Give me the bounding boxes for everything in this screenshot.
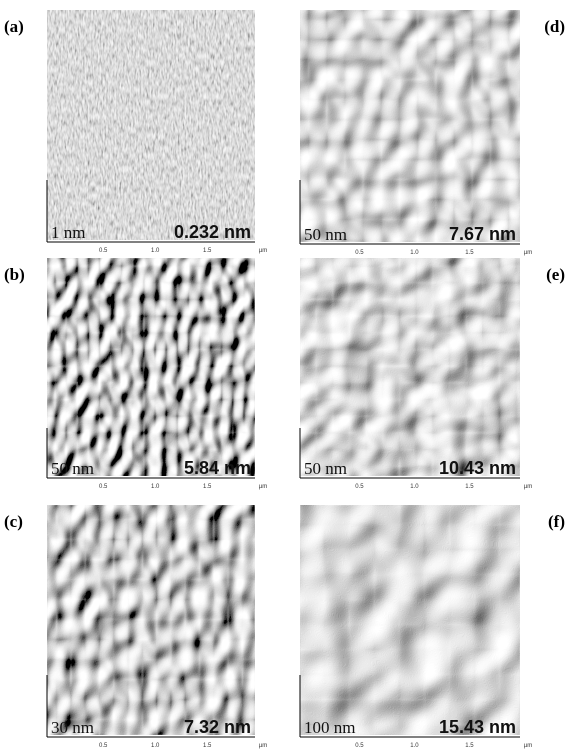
axis-tick-label: 0.5	[99, 484, 108, 490]
axis-tick-label: 0.5	[355, 743, 364, 749]
panel-label: (d)	[544, 17, 565, 36]
z-scale: 50 nm	[304, 459, 347, 478]
afm-image	[300, 10, 520, 242]
afm-image	[300, 505, 520, 735]
axis-tick-label: 1.0	[151, 484, 160, 490]
axis-tick-label: 0.5	[355, 250, 364, 256]
panel-label: (b)	[4, 265, 25, 284]
panel-label: (e)	[546, 265, 565, 284]
roughness: 0.232 nm	[174, 222, 251, 242]
axis-unit: µm	[524, 743, 532, 749]
panel-label: (f)	[548, 512, 565, 531]
axis-unit: µm	[259, 248, 267, 254]
roughness: 7.67 nm	[449, 224, 516, 244]
axis-tick-label: 0.5	[99, 743, 108, 749]
z-scale: 1 nm	[51, 223, 85, 242]
axis-tick-label: 1.5	[203, 484, 212, 490]
roughness: 7.32 nm	[184, 717, 251, 737]
afm-image	[300, 258, 520, 476]
panel-label: (c)	[4, 512, 23, 531]
axis-tick-label: 0.5	[99, 248, 108, 254]
z-scale: 50 nm	[304, 225, 347, 244]
axis-unit: µm	[259, 484, 267, 490]
axis-tick-label: 1.5	[465, 743, 474, 749]
axis-tick-label: 1.5	[465, 250, 474, 256]
z-scale: 30 nm	[51, 718, 94, 737]
afm-image	[47, 505, 255, 735]
afm-image	[47, 10, 255, 240]
roughness: 5.84 nm	[184, 458, 251, 478]
z-scale: 50 nm	[51, 459, 94, 478]
axis-tick-label: 1.0	[410, 743, 419, 749]
axis-tick-label: 0.5	[355, 484, 364, 490]
axis-tick-label: 1.0	[151, 743, 160, 749]
axis-tick-label: 1.0	[151, 248, 160, 254]
axis-unit: µm	[259, 743, 267, 749]
axis-tick-label: 1.5	[465, 484, 474, 490]
afm-image	[47, 258, 255, 476]
panel-label: (a)	[4, 17, 24, 36]
roughness: 10.43 nm	[439, 458, 516, 478]
axis-tick-label: 1.5	[203, 248, 212, 254]
axis-tick-label: 1.5	[203, 743, 212, 749]
axis-unit: µm	[524, 484, 532, 490]
axis-unit: µm	[524, 250, 532, 256]
z-scale: 100 nm	[304, 718, 355, 737]
axis-tick-label: 1.0	[410, 484, 419, 490]
figure: (a) 1 nm 0.232 nm 0.5 1.0 1.5 µm (b) 50 nm 5.84 n…	[0, 0, 569, 749]
roughness: 15.43 nm	[439, 717, 516, 737]
axis-tick-label: 1.0	[410, 250, 419, 256]
